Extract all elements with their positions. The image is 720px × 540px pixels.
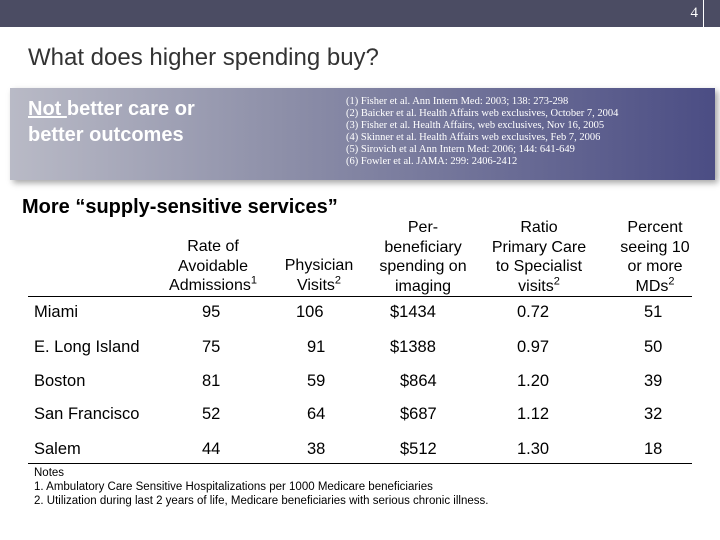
header-line: visits	[518, 277, 554, 295]
city-cell: Salem	[34, 440, 81, 458]
percent-10-mds-cell: 32	[644, 405, 663, 423]
header-line: imaging	[394, 277, 452, 295]
callout-box: Not better care or better outcomes (1) F…	[10, 88, 715, 180]
footnote-mark: 2	[668, 275, 675, 288]
percent-10-mds-cell: 51	[644, 303, 663, 321]
physician-visits-cell: 91	[307, 338, 326, 356]
table-row: San Francisco 52 64 $687 1.12 32	[0, 405, 720, 425]
table-bottom-rule	[28, 463, 692, 464]
note-item: 1. Ambulatory Care Sensitive Hospitaliza…	[34, 481, 433, 493]
avoidable-admissions-cell: 95	[202, 303, 221, 321]
physician-visits-cell: 38	[307, 440, 326, 458]
note-item: 2. Utilization during last 2 years of li…	[34, 495, 489, 507]
table-row: Salem 44 38 $512 1.30 18	[0, 440, 720, 460]
header-line: or more	[627, 258, 683, 275]
header-line: Rate of	[187, 238, 239, 255]
city-cell: Miami	[34, 303, 78, 321]
callout-line-2: better outcomes	[28, 124, 184, 146]
primary-care-ratio-cell: 0.72	[517, 303, 550, 321]
table-top-rule	[28, 296, 692, 297]
header-line: to Specialist	[495, 258, 583, 275]
reference-item: (5) Sirovich et al Ann Intern Med: 2006;…	[346, 144, 575, 155]
top-bar: 4	[0, 0, 720, 27]
physician-visits-cell: 106	[296, 303, 324, 321]
city-cell: San Francisco	[34, 405, 140, 423]
imaging-spending-cell: $687	[400, 405, 437, 423]
column-header-avoidable-admissions: Rate of Avoidable Admissions1	[148, 237, 278, 296]
imaging-spending-cell: $864	[400, 372, 437, 390]
physician-visits-cell: 64	[307, 405, 326, 423]
header-line: MDs	[635, 277, 669, 295]
footnote-mark: 1	[250, 274, 257, 287]
header-line: Avoidable	[178, 257, 248, 275]
header-line: seeing 10	[620, 238, 690, 256]
header-line: Physician	[284, 257, 354, 274]
header-line: spending on	[379, 258, 467, 275]
column-header-physician-visits: Physician Visits2	[270, 256, 368, 295]
city-cell: E. Long Island	[34, 338, 140, 356]
divider-line	[0, 38, 668, 39]
avoidable-admissions-cell: 75	[202, 338, 221, 356]
imaging-spending-cell: $1434	[390, 303, 436, 321]
primary-care-ratio-cell: 0.97	[517, 338, 550, 356]
notes-heading: Notes	[34, 467, 65, 479]
reference-list: (1) Fisher et al. Ann Intern Med: 2003; …	[346, 96, 618, 168]
slide-title: What does higher spending buy?	[28, 44, 379, 71]
header-line: Percent	[627, 219, 683, 236]
table-row: Miami 95 106 $1434 0.72 51	[0, 303, 720, 323]
percent-10-mds-cell: 50	[644, 338, 663, 356]
city-cell: Boston	[34, 372, 86, 390]
slide-number: 4	[690, 5, 699, 21]
header-line: Per-	[407, 219, 439, 236]
callout-line-1: better care or	[66, 98, 195, 120]
table-row: Boston 81 59 $864 1.20 39	[0, 372, 720, 392]
primary-care-ratio-cell: 1.20	[517, 372, 550, 390]
imaging-spending-cell: $1388	[390, 338, 436, 356]
reference-item: (6) Fowler et al. JAMA: 299: 2406-2412	[346, 156, 518, 167]
avoidable-admissions-cell: 44	[202, 440, 221, 458]
column-header-primary-care-ratio: Ratio Primary Care to Specialist visits2	[484, 218, 594, 296]
footnote-mark: 2	[334, 274, 342, 287]
reference-item: (3) Fisher et al. Health Affairs, web ex…	[346, 120, 605, 131]
header-line: Admissions	[169, 277, 251, 294]
reference-item: (2) Baicker et al. Health Affairs web ex…	[346, 108, 619, 119]
column-header-percent-10-mds: Percent seeing 10 or more MDs2	[606, 218, 704, 296]
divider-line	[703, 0, 704, 50]
header-line: beneficiary	[384, 238, 462, 256]
header-line: Ratio	[520, 219, 558, 236]
reference-item: (1) Fisher et al. Ann Intern Med: 2003; …	[346, 96, 569, 107]
header-line: Visits	[296, 276, 335, 294]
callout-statement: Not better care or better outcomes	[28, 96, 195, 148]
avoidable-admissions-cell: 52	[202, 405, 221, 423]
avoidable-admissions-cell: 81	[202, 372, 221, 390]
column-header-imaging-spending: Per- beneficiary spending on imaging	[370, 218, 476, 296]
notes-block: Notes 1. Ambulatory Care Sensitive Hospi…	[34, 466, 488, 508]
primary-care-ratio-cell: 1.30	[517, 440, 550, 458]
percent-10-mds-cell: 39	[644, 372, 663, 390]
percent-10-mds-cell: 18	[644, 440, 663, 458]
section-subtitle: More “supply-sensitive services”	[22, 196, 338, 218]
physician-visits-cell: 59	[307, 372, 326, 390]
imaging-spending-cell: $512	[400, 440, 437, 458]
reference-item: (4) Skinner et al. Health Affairs web ex…	[346, 132, 601, 143]
table-row: E. Long Island 75 91 $1388 0.97 50	[0, 338, 720, 358]
header-line: Primary Care	[491, 238, 587, 256]
footnote-mark: 2	[553, 275, 560, 288]
callout-emphasis: Not	[28, 98, 67, 120]
primary-care-ratio-cell: 1.12	[517, 405, 550, 423]
